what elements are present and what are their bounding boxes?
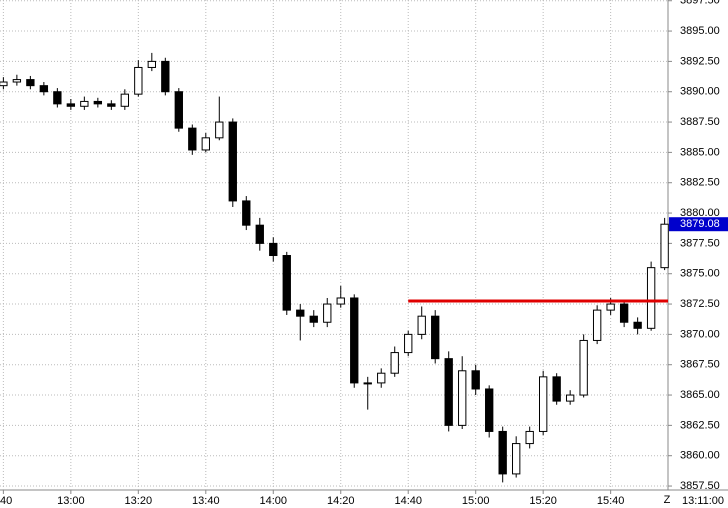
candle-body: [134, 66, 143, 95]
candle-body: [188, 127, 197, 151]
candle-body: [498, 430, 507, 475]
y-tick-label: 3872.50: [680, 298, 720, 310]
y-tick-label: 3862.50: [680, 419, 720, 431]
candle-body: [660, 223, 669, 269]
candle-body: [323, 303, 332, 323]
candle-body: [282, 255, 291, 311]
candle-body: [66, 103, 76, 107]
y-tick-label: 3877.50: [680, 237, 720, 249]
x-tick-label: 13:20: [125, 495, 153, 507]
candle-body: [228, 121, 237, 202]
candle-body: [93, 100, 103, 105]
candle-body: [619, 303, 629, 323]
candle-body: [565, 394, 575, 402]
candle-body: [161, 60, 170, 93]
candle-body: [80, 100, 89, 107]
x-tick-label: 13:40: [192, 495, 220, 507]
candle-body: [390, 352, 399, 374]
candle-body: [633, 321, 642, 329]
candle-body: [512, 443, 521, 475]
candle-body: [296, 309, 305, 317]
x-tick-label: 13:00: [57, 495, 85, 507]
candle-body: [404, 333, 413, 354]
candle-body: [174, 91, 183, 129]
y-tick-label: 3865.00: [680, 389, 720, 401]
y-tick-label: 3860.00: [680, 450, 720, 462]
candle-body: [53, 91, 62, 105]
y-tick-label: 3897.50: [680, 0, 720, 7]
y-tick-label: 3867.50: [680, 359, 720, 371]
candle-body: [525, 430, 534, 445]
x-tick-label: 40: [0, 495, 12, 507]
candle-body: [107, 103, 116, 107]
candle-body: [444, 358, 453, 426]
y-tick-label: 3890.00: [680, 86, 720, 98]
y-tick-label: 3875.00: [680, 268, 720, 280]
candle-body: [417, 315, 426, 335]
candle-body: [215, 121, 224, 139]
y-tick-label: 3870.00: [680, 328, 720, 340]
candle-body: [485, 388, 494, 432]
candle-body: [12, 79, 22, 83]
x-tick-label: 15:00: [462, 495, 490, 507]
x-tick-label: 15:40: [597, 495, 625, 507]
last-price-label: 3879.08: [680, 218, 720, 230]
candle-body: [471, 370, 480, 390]
corner-label: Z: [664, 494, 671, 506]
candle-body: [350, 297, 359, 384]
candle-body: [363, 382, 372, 385]
y-tick-label: 3892.50: [680, 55, 720, 67]
y-tick-label: 3895.00: [680, 25, 720, 37]
candle-body: [147, 60, 156, 68]
candle-body: [269, 242, 278, 257]
candle-body: [646, 267, 656, 329]
candle-body: [242, 200, 251, 226]
x-tick-label: 14:40: [394, 495, 422, 507]
y-tick-label: 3882.50: [680, 177, 720, 189]
candle-body: [336, 297, 345, 305]
candle-body: [201, 137, 210, 151]
candle-body: [377, 372, 386, 384]
candle-body: [26, 79, 35, 87]
x-tick-label: 15:20: [529, 495, 557, 507]
candle-body: [606, 303, 615, 311]
candle-body: [579, 339, 588, 396]
x-tick-label: 14:20: [327, 495, 355, 507]
last-price-box: [669, 217, 728, 232]
candle-body: [552, 376, 561, 402]
clock: 13:11:00: [682, 495, 724, 507]
candle-body: [39, 85, 49, 93]
candle-body: [255, 224, 264, 244]
candle-body: [431, 315, 440, 360]
candle-body: [309, 315, 318, 323]
y-tick-label: 3887.50: [680, 116, 720, 128]
y-tick-label: 3857.50: [680, 480, 720, 492]
candle-body: [120, 93, 130, 107]
candle-body: [0, 81, 8, 87]
x-tick-label: 14:00: [260, 495, 288, 507]
candle-body: [538, 376, 548, 432]
y-tick-label: 3880.00: [680, 207, 720, 219]
candle-body: [458, 370, 467, 426]
candle-body: [592, 309, 602, 341]
y-tick-label: 3885.00: [680, 146, 720, 158]
